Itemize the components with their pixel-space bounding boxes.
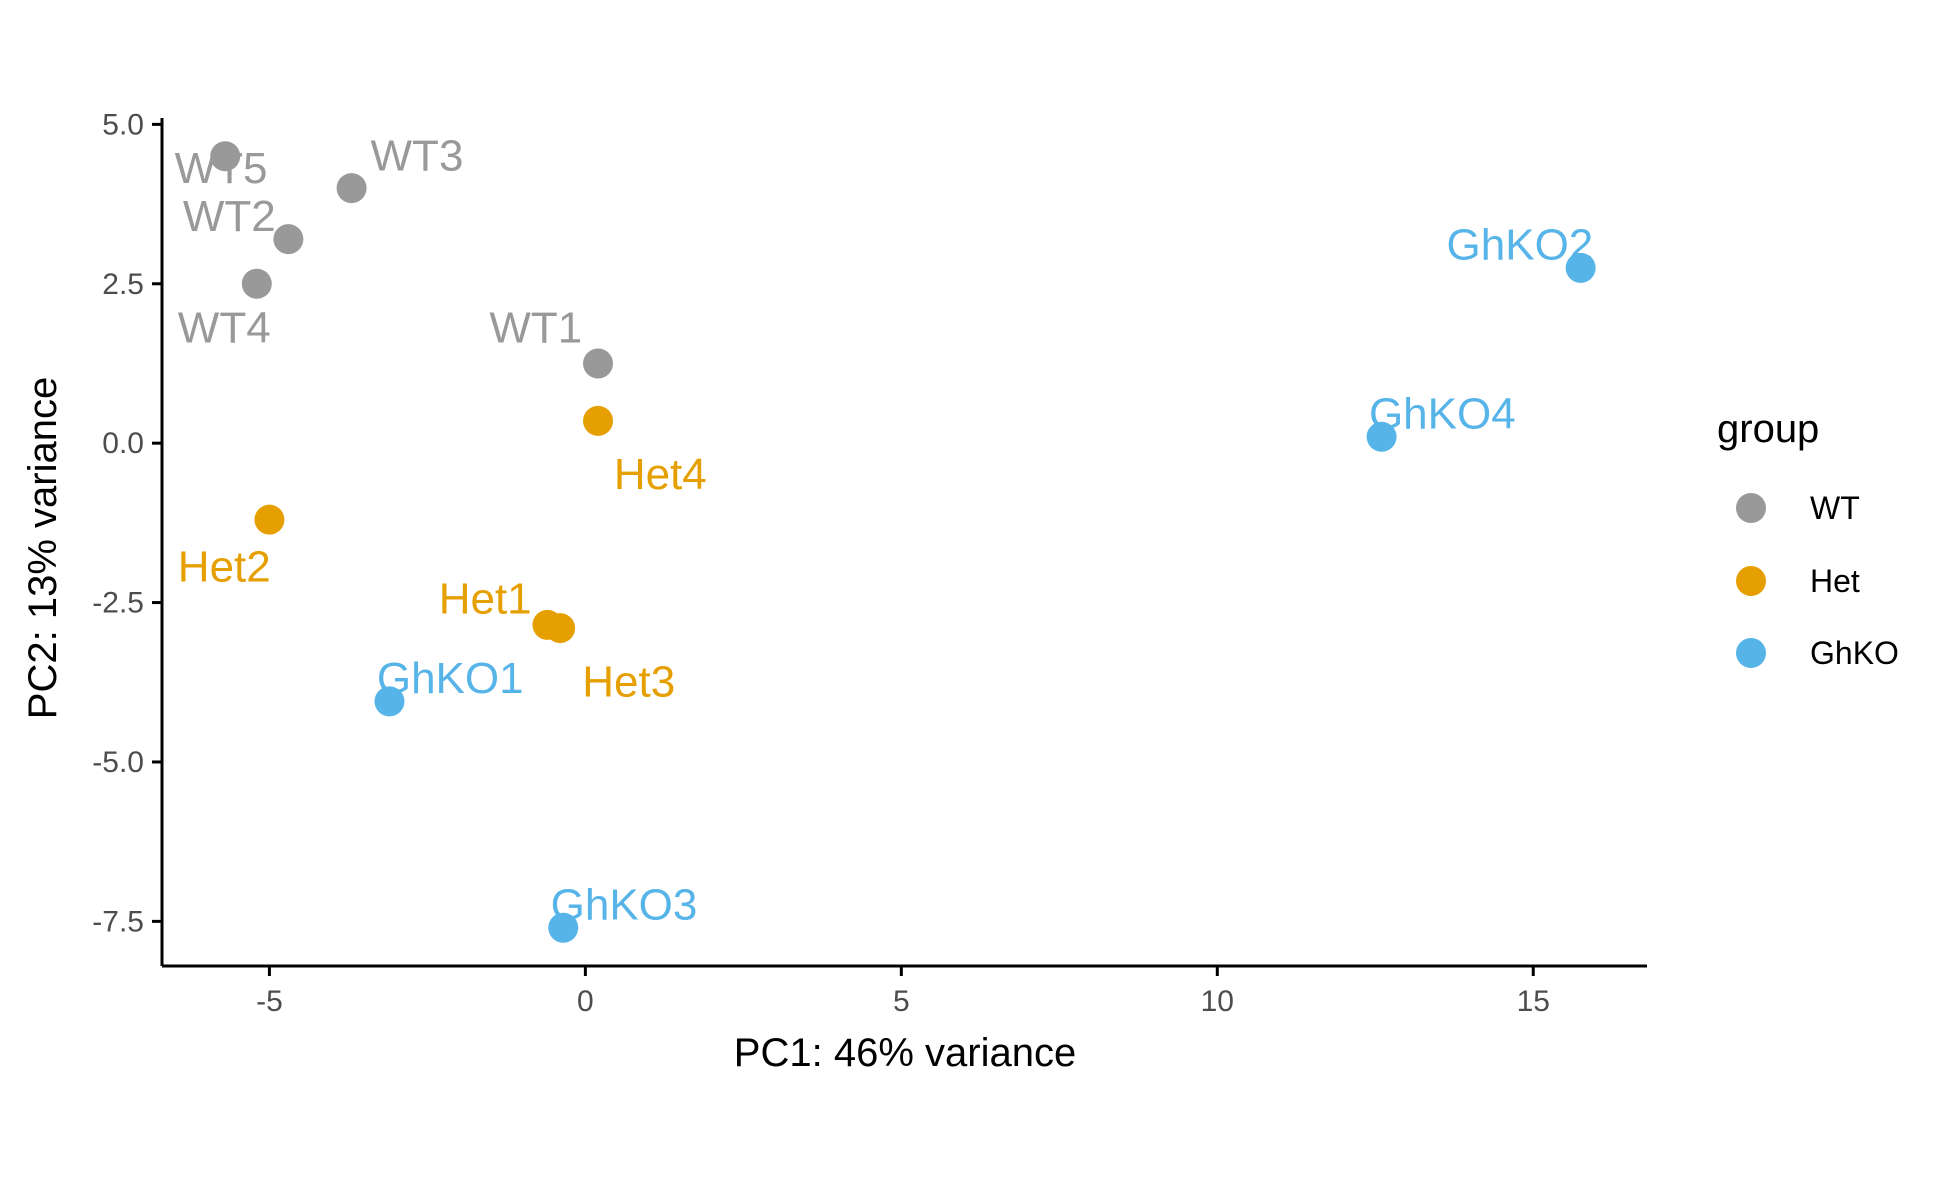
point-label-ghko1: GhKO1 (377, 654, 524, 703)
data-points (210, 141, 1596, 943)
data-point-ghko3 (548, 912, 579, 943)
y-tick-label: -5.0 (92, 746, 144, 779)
point-label-het1: Het1 (439, 574, 532, 623)
point-label-ghko4: GhKO4 (1369, 389, 1516, 438)
y-tick-label: 0.0 (102, 427, 144, 460)
x-tick-label: -5 (256, 985, 283, 1018)
point-label-het4: Het4 (614, 450, 707, 499)
x-tick-label: 10 (1201, 985, 1234, 1018)
legend-key-ghko (1736, 638, 1766, 668)
legend-title: group (1717, 407, 1819, 451)
y-axis-ticks: 5.0 2.5 0.0 -2.5 -5.0 -7.5 (92, 108, 162, 938)
point-label-ghko2: GhKO2 (1447, 221, 1594, 270)
legend-label-ghko: GhKO (1810, 635, 1899, 671)
data-point-ghko1 (374, 686, 405, 717)
x-axis-ticks: -5 0 5 10 15 (256, 966, 1550, 1018)
data-point-wt4 (241, 268, 272, 299)
point-label-het2: Het2 (178, 543, 271, 592)
point-label-het3: Het3 (582, 657, 675, 706)
legend-key-wt (1736, 493, 1766, 523)
legend-key-het (1736, 566, 1766, 596)
point-labels: WT1 WT2 WT3 WT4 WT5 Het1 Het2 Het3 Het4 GhKO1 GhKO… (175, 131, 1594, 929)
y-tick-label: 2.5 (102, 268, 144, 301)
point-label-wt5: WT5 (175, 144, 268, 193)
x-tick-label: 0 (577, 985, 594, 1018)
point-label-wt2: WT2 (183, 192, 276, 241)
data-point-het3 (545, 613, 576, 644)
x-axis-title: PC1: 46% variance (734, 1031, 1076, 1075)
data-point-het2 (254, 504, 285, 535)
point-label-wt3: WT3 (371, 131, 464, 180)
point-label-wt4: WT4 (178, 303, 271, 352)
data-point-wt5 (210, 141, 241, 172)
data-point-wt1 (583, 348, 614, 379)
data-point-ghko4 (1366, 421, 1397, 452)
point-label-ghko3: GhKO3 (551, 880, 698, 929)
data-point-wt2 (273, 224, 304, 255)
data-point-wt3 (336, 173, 367, 204)
legend-label-het: Het (1810, 563, 1860, 599)
data-point-ghko2 (1565, 252, 1596, 283)
legend: group WT Het GhKO (1717, 407, 1899, 671)
data-point-het4 (583, 405, 614, 436)
y-tick-label: 5.0 (102, 108, 144, 141)
legend-label-wt: WT (1810, 490, 1860, 526)
y-axis-title: PC2: 13% variance (21, 377, 65, 719)
x-tick-label: 15 (1517, 985, 1550, 1018)
x-tick-label: 5 (893, 985, 910, 1018)
y-tick-label: -7.5 (92, 905, 144, 938)
point-label-wt1: WT1 (489, 303, 582, 352)
y-tick-label: -2.5 (92, 587, 144, 620)
